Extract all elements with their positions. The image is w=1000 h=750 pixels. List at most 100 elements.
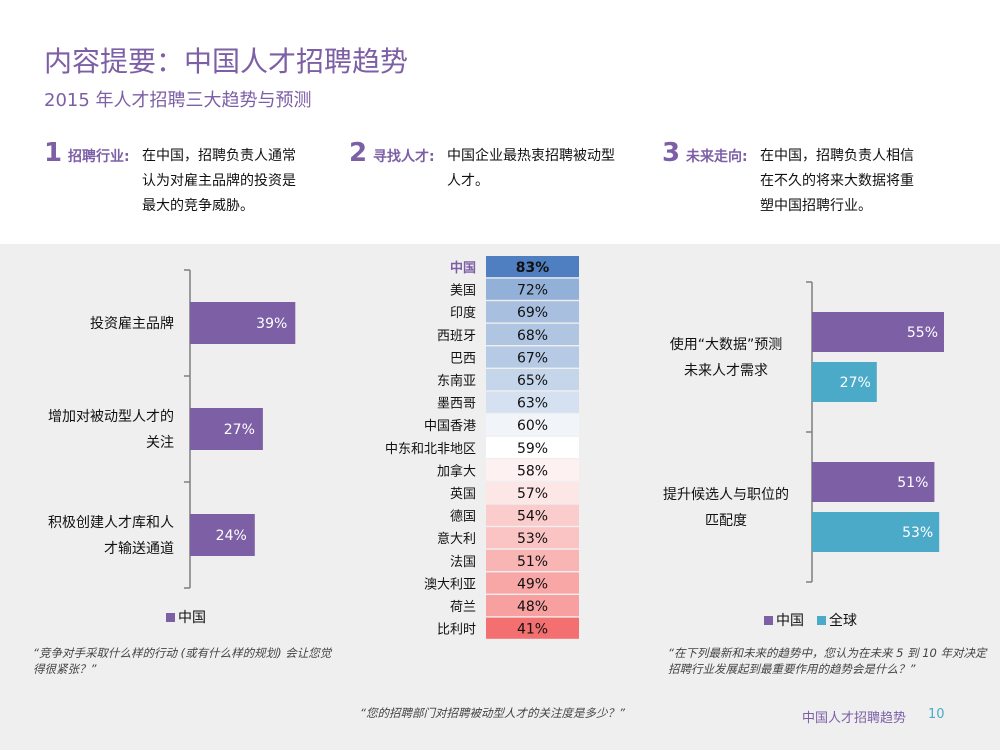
category-label: 积极创建人才库和人 (48, 515, 174, 531)
page-title: 内容提要：中国人才招聘趋势 (44, 45, 409, 78)
heat-cell (486, 256, 579, 278)
heat-value: 41% (517, 622, 548, 638)
country-label: 荷兰 (450, 600, 476, 615)
page-number: 10 (928, 707, 945, 722)
chart-passive-talent-heatmap: 83% 中国 72% 美国 69% 印度 68% 西班牙 67% 巴西 65% 东南亚 63% 墨西哥 60… (385, 256, 579, 639)
trend-text-line: 中国企业最热衷招聘被动型 (447, 148, 615, 164)
question-left: “竞争对手采取什么样的行动 (或有什么样的规划) 会让您觉得很紧张？” (33, 646, 332, 676)
country-label: 英国 (450, 487, 476, 502)
bar-china (190, 302, 296, 344)
heat-value: 51% (517, 554, 548, 570)
country-label: 比利时 (437, 623, 476, 638)
trend-text-line: 塑中国招聘行业。 (760, 198, 872, 214)
data-label: 27% (224, 422, 255, 438)
heat-value: 60% (517, 418, 548, 434)
page-subtitle: 2015 年人才招聘三大趋势与预测 (44, 90, 312, 111)
trend-text-line: 最大的竞争威胁。 (142, 198, 254, 214)
footer-title: 中国人才招聘趋势 (802, 711, 907, 726)
data-label: 51% (897, 475, 928, 491)
trend-number: 3 (662, 138, 681, 168)
trend-2: 2 寻找人才: 中国企业最热衷招聘被动型 人才。 (349, 138, 649, 238)
heat-value: 68% (517, 328, 548, 344)
category-label: 匹配度 (705, 513, 747, 529)
legend-swatch-global (817, 616, 826, 625)
country-label: 中国 (450, 260, 476, 276)
heat-cell (486, 527, 579, 549)
heat-cell (486, 346, 579, 368)
category-label: 投资雇主品牌 (90, 315, 174, 332)
country-label: 澳大利亚 (424, 576, 476, 592)
trend-text-line: 在中国，招聘负责人相信 (760, 148, 914, 164)
category-label: 才输送通道 (104, 541, 174, 557)
category-label: 未来人才需求 (684, 363, 768, 379)
heat-cell (486, 323, 579, 345)
heat-cell (486, 482, 579, 504)
country-label: 巴西 (450, 351, 476, 366)
legend-label: 中国 (776, 613, 804, 629)
category-label: 增加对被动型人才的 (48, 409, 174, 425)
country-label: 德国 (450, 510, 476, 525)
legend-swatch-china (166, 613, 175, 622)
heat-cell (486, 617, 579, 639)
heat-cell (486, 278, 579, 300)
country-label: 西班牙 (437, 329, 476, 344)
heat-value: 58% (517, 463, 548, 479)
trend-label: 寻找人才: (373, 149, 435, 165)
heat-value: 65% (517, 373, 548, 389)
heat-value: 54% (517, 509, 548, 525)
heat-value: 48% (517, 599, 548, 615)
heat-cell (486, 301, 579, 323)
bar-china (190, 514, 255, 556)
legend-label: 全球 (829, 612, 857, 629)
country-label: 中国香港 (424, 419, 476, 434)
legend-label: 中国 (178, 610, 206, 626)
category-label: 使用“大数据”预测 (670, 336, 783, 353)
data-label: 27% (840, 375, 871, 391)
country-label: 意大利 (437, 531, 476, 547)
data-label: 53% (902, 525, 933, 541)
trend-text: 中国企业最热衷招聘被动型 人才。 (447, 144, 615, 194)
question-middle: “您的招聘部门对招聘被动型人才的关注度是多少？” (360, 706, 625, 720)
heat-value: 72% (517, 283, 548, 299)
heat-value: 69% (517, 305, 548, 321)
country-label: 中东和北非地区 (385, 442, 476, 457)
data-label: 39% (256, 316, 287, 332)
bar-china (812, 312, 944, 352)
trend-number: 2 (349, 138, 368, 168)
heat-cell (486, 595, 579, 617)
heat-cell (486, 459, 579, 481)
bar-global (812, 362, 877, 402)
bar-china (812, 462, 935, 502)
heat-value: 53% (517, 531, 548, 547)
trend-text-line: 在不久的将来大数据将重 (760, 173, 914, 189)
bar-china (190, 408, 263, 450)
country-label: 法国 (450, 555, 476, 570)
bar-global (812, 512, 940, 552)
country-label: 加拿大 (437, 463, 476, 479)
trend-3: 3 未来走向: 在中国，招聘负责人相信 在不久的将来大数据将重 塑中国招聘行业。 (662, 138, 952, 238)
heat-value: 49% (517, 576, 548, 592)
trend-text-line: 在中国，招聘负责人通常 (142, 148, 296, 164)
trend-label: 招聘行业: (68, 149, 130, 165)
heat-cell (486, 504, 579, 526)
heat-value: 57% (517, 486, 548, 502)
category-label: 提升候选人与职位的 (663, 487, 789, 503)
heat-value: 59% (517, 441, 548, 457)
heat-value: 63% (517, 396, 548, 412)
trend-text-line: 认为对雇主品牌的投资是 (142, 173, 296, 189)
heat-value: 67% (517, 350, 548, 366)
question-right: “在下列最新和未来的趋势中，您认为在未来 5 到 10 年对决定招聘行业发展起到… (668, 646, 987, 676)
country-label: 墨西哥 (437, 397, 476, 412)
trend-text: 在中国，招聘负责人相信 在不久的将来大数据将重 塑中国招聘行业。 (760, 144, 914, 219)
heat-cell (486, 414, 579, 436)
heat-value: 83% (516, 260, 550, 276)
heat-cell (486, 549, 579, 571)
heat-cell (486, 436, 579, 458)
trend-text: 在中国，招聘负责人通常 认为对雇主品牌的投资是 最大的竞争威胁。 (142, 144, 296, 219)
trend-1: 1 招聘行业: 在中国，招聘负责人通常 认为对雇主品牌的投资是 最大的竞争威胁。 (44, 138, 334, 238)
country-label: 东南亚 (437, 373, 476, 389)
heat-cell (486, 572, 579, 594)
data-label: 55% (907, 325, 938, 341)
